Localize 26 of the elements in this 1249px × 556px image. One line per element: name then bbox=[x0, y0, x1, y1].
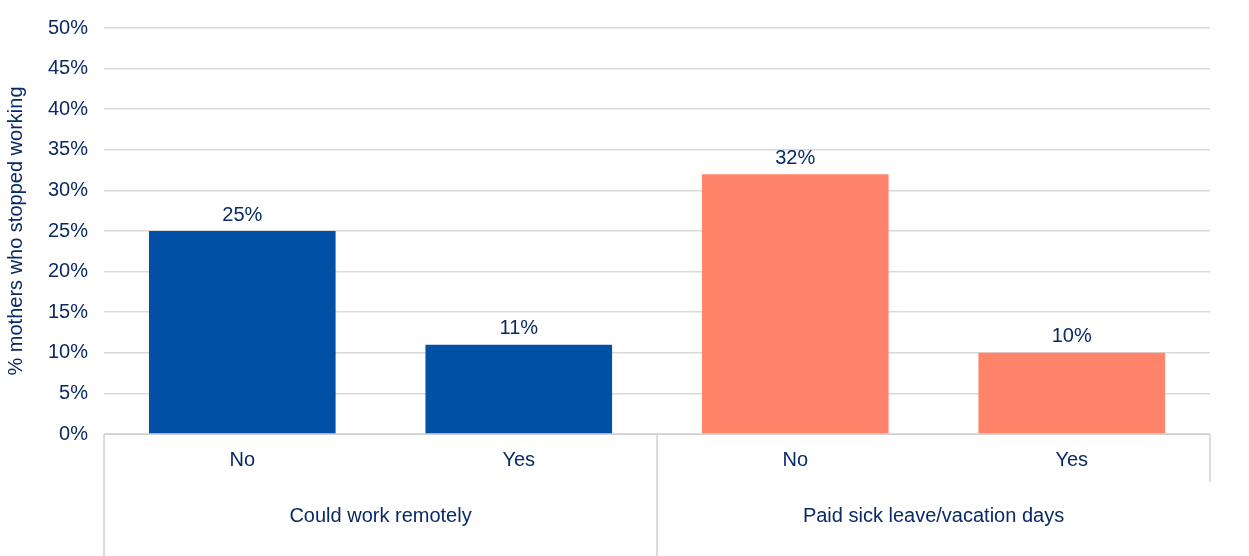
data-label: 25% bbox=[222, 202, 263, 225]
y-tick-label: 30% bbox=[48, 177, 89, 200]
y-tick-label: 15% bbox=[48, 299, 89, 322]
y-tick-label: 35% bbox=[48, 137, 89, 160]
y-tick-label: 50% bbox=[48, 15, 89, 38]
x-tick-label: Yes bbox=[502, 447, 536, 470]
x-tick-label: No bbox=[229, 447, 256, 470]
y-tick-label: 25% bbox=[48, 218, 89, 241]
data-label: 32% bbox=[775, 145, 816, 168]
bar bbox=[148, 231, 336, 434]
bar bbox=[701, 174, 889, 434]
data-label: 10% bbox=[1051, 324, 1092, 347]
text: Could work remotely bbox=[289, 503, 472, 526]
data-label: 11% bbox=[499, 316, 539, 339]
y-tick-label: 5% bbox=[59, 380, 89, 403]
y-tick-label: 10% bbox=[48, 340, 89, 363]
bar bbox=[425, 344, 613, 434]
y-tick-label: 0% bbox=[59, 421, 89, 444]
y-tick-label: 40% bbox=[48, 96, 89, 119]
text: Paid sick leave/vacation days bbox=[802, 503, 1065, 526]
y-axis-title: % mothers who stopped working bbox=[3, 86, 26, 376]
y-tick-label: 45% bbox=[48, 56, 89, 79]
x-tick-label: No bbox=[782, 447, 809, 470]
bar bbox=[978, 352, 1166, 434]
x-tick-label: Yes bbox=[1055, 447, 1089, 470]
y-tick-label: 20% bbox=[48, 259, 89, 282]
